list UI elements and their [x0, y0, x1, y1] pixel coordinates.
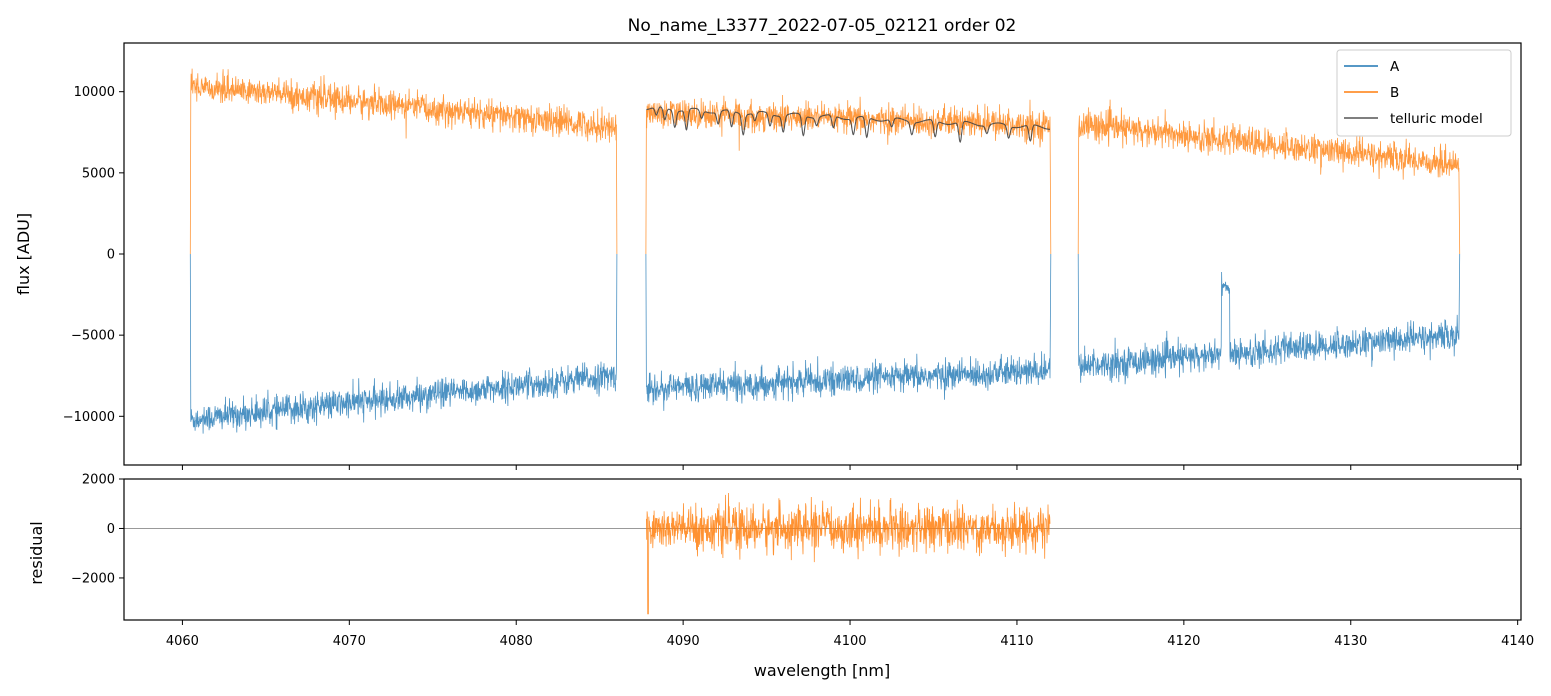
- chart-title: No_name_L3377_2022-07-05_02121 order 02: [628, 16, 1017, 36]
- x-tick-label: 4070: [333, 634, 366, 649]
- series-telluric-model: [646, 106, 1050, 144]
- y-tick-label: 10000: [74, 85, 115, 100]
- y-tick-label: 0: [107, 248, 115, 263]
- legend-label-a: A: [1390, 59, 1400, 75]
- series-b-segment-3: [1077, 99, 1461, 255]
- x-tick-label: 4110: [1000, 634, 1033, 649]
- residual-axes: 2000 0 −2000 4060 4070 4080 4090 4100 4110 4120 41…: [71, 473, 1534, 650]
- x-tick-label: 4130: [1334, 634, 1367, 649]
- y-tick-label: −2000: [71, 571, 115, 586]
- legend-label-telluric: telluric model: [1390, 111, 1483, 127]
- x-tick-label: 4060: [166, 634, 199, 649]
- series-residual-b: [646, 492, 1051, 615]
- y-tick-label: −5000: [71, 329, 115, 344]
- legend: A B telluric model: [1336, 49, 1512, 137]
- y-tick-label: 0: [107, 522, 115, 537]
- x-tick-label: 4080: [500, 634, 533, 649]
- residual-ylabel: residual: [27, 521, 46, 584]
- x-tick-label: 4090: [667, 634, 700, 649]
- residual-plot: [124, 492, 1521, 615]
- x-tick-label: 4100: [833, 634, 866, 649]
- xlabel: wavelength [nm]: [754, 661, 891, 680]
- series-a-segment-3: [1077, 253, 1461, 385]
- series-b-segment-1: [189, 68, 618, 255]
- legend-label-b: B: [1390, 85, 1399, 101]
- y-tick-label: −10000: [63, 410, 115, 425]
- flux-ylabel: flux [ADU]: [14, 213, 33, 295]
- residual-plot-frame: [123, 478, 1522, 621]
- flux-plot: [189, 68, 1461, 434]
- flux-plot-frame: [123, 42, 1522, 466]
- x-tick-label: 4140: [1501, 634, 1534, 649]
- x-tick-label: 4120: [1167, 634, 1200, 649]
- y-tick-label: 5000: [82, 166, 115, 181]
- series-b-segment-2: [645, 94, 1052, 255]
- flux-axes: 10000 5000 0 −5000 −10000: [63, 85, 1519, 470]
- legend-box: [1336, 49, 1512, 137]
- y-tick-label: 2000: [82, 473, 115, 488]
- series-a-segment-2: [645, 253, 1052, 411]
- series-a-segment-1: [189, 253, 618, 434]
